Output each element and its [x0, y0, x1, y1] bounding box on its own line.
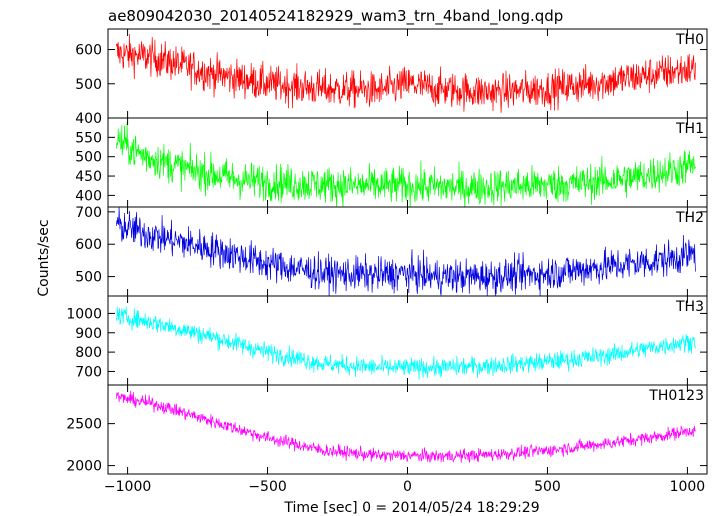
x-tick-label: 0 [403, 479, 412, 495]
panel-th1: 400 450 500 550 TH1 [75, 117, 708, 208]
y-tick-label: 600 [75, 237, 102, 253]
x-tick-label: −500 [248, 479, 286, 495]
y-tick-label: 700 [75, 205, 102, 221]
panel-label-th3: TH3 [675, 299, 704, 315]
y-tick-label: 900 [75, 326, 102, 342]
panel-label-th0: TH0 [675, 32, 704, 48]
y-tick-label: 600 [75, 43, 102, 59]
series-line-th1 [116, 122, 696, 207]
x-axis-label: Time [sec] 0 = 2014/05/24 18:29:29 [283, 500, 539, 516]
y-tick-label: 2500 [66, 417, 102, 433]
series-line-th2 [116, 207, 696, 296]
y-tick-label: 500 [75, 150, 102, 166]
y-tick-label: 2000 [66, 459, 102, 475]
panel-label-th1: TH1 [675, 121, 704, 137]
y-tick-label: 500 [75, 270, 102, 286]
x-tick-label: 1000 [670, 479, 706, 495]
y-tick-label: 500 [75, 77, 102, 93]
y-tick-label: 1000 [66, 306, 102, 322]
y-tick-label: 450 [75, 169, 102, 185]
panel-th0: 400 500 600 TH0 [75, 28, 708, 127]
series-line-th0 [116, 33, 696, 113]
panel-th0123: 2000 2500 TH0123 [66, 384, 708, 475]
x-tick-label: −1000 [104, 479, 151, 495]
panel-th3: 700 800 900 1000 TH3 [66, 295, 708, 386]
chart-title: ae809042030_20140524182929_wam3_trn_4ban… [108, 7, 563, 26]
y-axis-label: Counts/sec [36, 219, 52, 296]
series-line-th3 [116, 306, 696, 380]
y-tick-label: 550 [75, 130, 102, 146]
y-tick-label: 400 [75, 188, 102, 204]
y-tick-label: 800 [75, 345, 102, 361]
panel-th2: 500 600 700 TH2 [75, 205, 708, 297]
y-tick-label: 700 [75, 364, 102, 380]
panel-stack: 400 500 600 TH0 400 450 500 550 TH1 500 600 700 TH2 7… [66, 28, 708, 495]
x-tick-label: 500 [534, 479, 561, 495]
panel-label-th0123: TH0123 [648, 388, 704, 404]
series-line-th0123 [116, 390, 696, 463]
y-tick-label: 400 [75, 111, 102, 127]
panel-label-th2: TH2 [675, 210, 704, 226]
